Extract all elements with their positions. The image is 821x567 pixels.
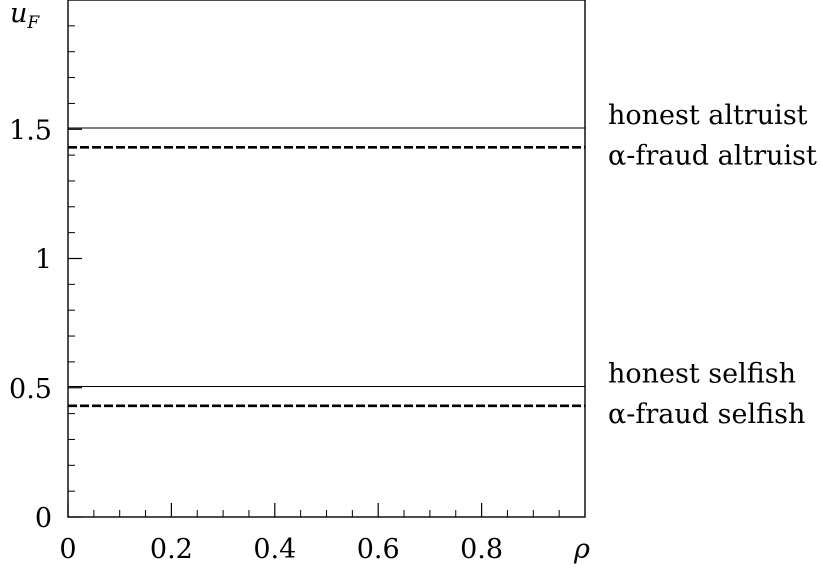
y-tick-label: 0.5 <box>9 374 52 405</box>
series-label: honest selfish <box>608 358 796 389</box>
x-tick-label: 0.2 <box>150 534 193 565</box>
major-ticks <box>67 128 483 518</box>
plot-frame <box>67 0 586 518</box>
x-tick-label: 0 <box>59 534 76 565</box>
series-labels: honest altruist α-fraud altruist honest se… <box>608 100 817 430</box>
tick-labels: 0 0.2 0.4 0.6 0.8 0 0.5 1 1.5 <box>9 115 503 565</box>
x-tick-label: 0.8 <box>460 534 503 565</box>
series-label: α-fraud selfish <box>608 399 805 430</box>
x-tick-label: 0.6 <box>357 534 400 565</box>
y-axis-label: uF <box>10 0 40 33</box>
x-tick-label: 0.4 <box>253 534 296 565</box>
series-lines <box>68 127 585 408</box>
y-tick-label: 0 <box>35 503 52 534</box>
series-label: honest altruist <box>608 100 808 131</box>
y-tick-label: 1.5 <box>9 115 52 146</box>
y-tick-label: 1 <box>35 245 52 276</box>
series-label: α-fraud altruist <box>608 140 817 171</box>
x-axis-label: ρ <box>573 534 590 565</box>
minor-ticks <box>68 0 586 517</box>
